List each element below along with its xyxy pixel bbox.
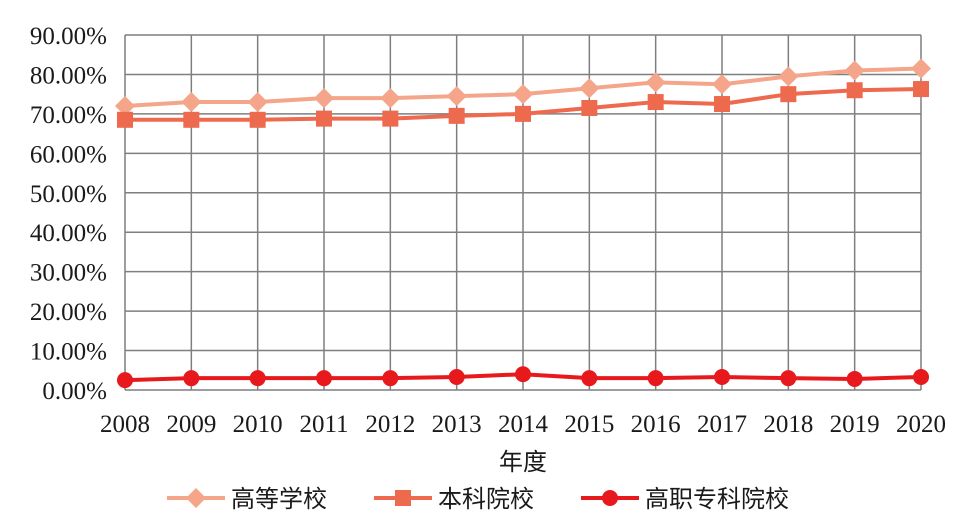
data-point <box>581 99 598 116</box>
x-tick-label: 2010 <box>233 411 283 438</box>
series-group <box>115 58 931 389</box>
y-axis-ticks: 0.00% 10.00% 20.00% 30.00% 40.00% 50.00% 60.00… <box>30 23 107 405</box>
x-tick-label: 2018 <box>763 411 813 438</box>
legend-label: 高等学校 <box>231 485 327 513</box>
data-point <box>913 81 929 98</box>
data-point <box>448 368 465 385</box>
x-tick-label: 2013 <box>432 411 482 438</box>
x-tick-label: 2011 <box>299 411 348 438</box>
y-tick-label: 90.00% <box>30 23 107 50</box>
data-point <box>181 92 202 113</box>
x-tick-label: 2014 <box>498 411 549 438</box>
x-tick-label: 2008 <box>100 411 150 438</box>
y-tick-label: 40.00% <box>30 220 107 247</box>
data-point <box>778 66 799 87</box>
legend-item: 高等学校 <box>167 485 327 513</box>
legend-item: 高职专科院校 <box>581 485 789 513</box>
legend-label: 本科院校 <box>438 485 534 513</box>
x-tick-label: 2012 <box>365 411 415 438</box>
data-point <box>183 111 200 128</box>
data-point <box>382 370 399 387</box>
data-point <box>117 111 133 128</box>
y-tick-label: 80.00% <box>30 62 107 89</box>
data-point <box>316 370 332 387</box>
legend-label: 高职专科院校 <box>645 485 789 513</box>
y-tick-label: 10.00% <box>30 339 107 366</box>
x-tick-label: 2020 <box>896 411 946 438</box>
y-tick-label: 0.00% <box>42 378 107 405</box>
y-tick-label: 50.00% <box>30 181 107 208</box>
series-1 <box>115 58 931 116</box>
data-point <box>712 74 732 95</box>
x-tick-label: 2015 <box>564 411 614 438</box>
data-point <box>513 84 533 105</box>
y-tick-label: 60.00% <box>30 141 107 168</box>
data-point <box>515 105 531 122</box>
data-point <box>714 96 730 113</box>
x-axis-ticks: 2008 2009 2010 2011 2012 2013 2014 2015 2016 2017… <box>100 411 946 438</box>
data-point <box>911 58 931 79</box>
x-axis-title: 年度 <box>499 448 547 476</box>
data-point <box>913 368 929 385</box>
series-3 <box>117 366 929 389</box>
data-point <box>314 88 334 109</box>
data-point <box>647 94 664 111</box>
data-point <box>316 110 332 127</box>
data-point <box>448 107 465 124</box>
legend-marker <box>186 488 206 508</box>
data-point <box>579 78 600 99</box>
x-tick-label: 2019 <box>830 411 880 438</box>
data-point <box>780 370 797 387</box>
data-point <box>117 372 133 389</box>
legend-marker <box>602 490 618 506</box>
y-tick-label: 70.00% <box>30 102 107 129</box>
data-point <box>446 86 467 107</box>
data-point <box>249 111 266 128</box>
legend-marker <box>395 490 411 506</box>
data-point <box>647 370 664 387</box>
data-point <box>380 88 401 109</box>
data-point <box>249 370 266 387</box>
data-point <box>780 86 797 103</box>
data-point <box>714 368 730 385</box>
legend: 高等学校 本科院校 高职专科院校 <box>167 485 789 513</box>
data-point <box>846 370 863 387</box>
x-tick-label: 2016 <box>631 411 681 438</box>
data-point <box>115 96 135 116</box>
data-point <box>382 110 399 127</box>
series-2 <box>117 81 929 128</box>
data-point <box>645 72 666 93</box>
x-tick-label: 2009 <box>166 411 216 438</box>
data-point <box>515 366 531 383</box>
data-point <box>844 60 865 81</box>
data-point <box>183 370 200 387</box>
y-tick-label: 30.00% <box>30 260 107 287</box>
legend-item: 本科院校 <box>374 485 534 513</box>
data-point <box>581 370 598 387</box>
x-tick-label: 2017 <box>697 411 747 438</box>
data-point <box>846 82 863 99</box>
data-point <box>247 92 268 113</box>
y-tick-label: 20.00% <box>30 299 107 326</box>
